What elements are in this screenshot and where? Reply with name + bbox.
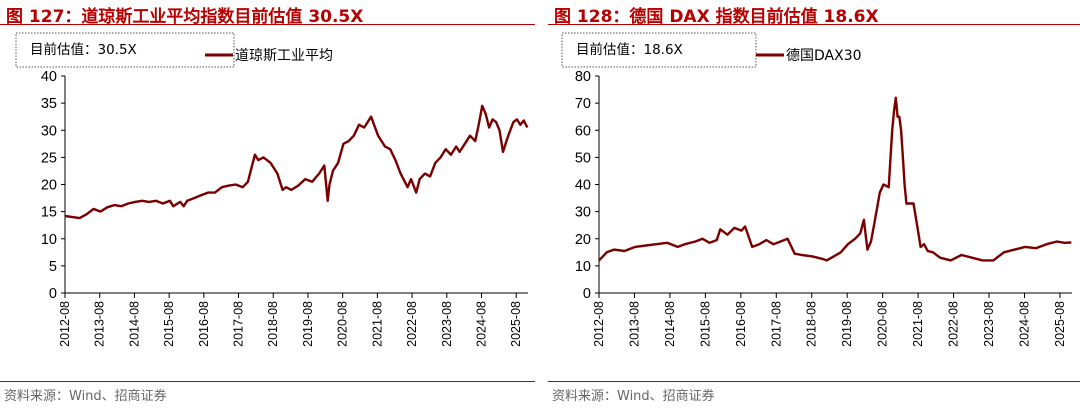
source-note: 资料来源：Wind、招商证券 (4, 389, 167, 404)
x-tick-label: 2013-08 (93, 301, 107, 347)
dax-line-chart: 0 10 20 30 40 50 60 70 80 2012-08 2013-08 2014-08 20… (561, 32, 1072, 347)
y-tick-label: 20 (41, 178, 57, 194)
x-tick-label: 2017-08 (232, 301, 246, 347)
y-tick-label: 15 (41, 205, 57, 221)
x-tick-label: 2016-08 (734, 301, 748, 347)
y-tick-label: 80 (575, 69, 591, 85)
x-tick-label: 2022-08 (405, 301, 419, 347)
annotation-box (561, 32, 757, 68)
chart-panel-dow: 图 127：道琼斯工业平均指数目前估值 30.5X 0 5 10 15 20 25 30 35… (0, 0, 535, 410)
chart-title: 图 128：德国 DAX 指数目前估值 18.6X (554, 7, 879, 27)
series-line (598, 96, 1072, 262)
y-tick-label: 20 (575, 232, 591, 248)
x-tick-label: 2018-08 (805, 301, 819, 347)
x-tick-label: 2023-08 (440, 301, 454, 347)
y-tick-label: 50 (575, 150, 591, 166)
footer-rule (548, 381, 1080, 382)
x-tick-label: 2015-08 (698, 301, 712, 347)
x-tick-label: 2020-08 (336, 301, 350, 347)
x-tick-label: 2025-08 (509, 301, 523, 347)
x-tick-label: 2012-08 (58, 301, 72, 347)
y-tick-label: 60 (575, 123, 591, 139)
x-tick-label: 2017-08 (769, 301, 783, 347)
x-tick-label: 2023-08 (982, 301, 996, 347)
x-tick-label: 2021-08 (911, 301, 925, 347)
footer-rule (0, 381, 535, 382)
y-tick-label: 0 (583, 286, 591, 302)
x-tick-label: 2024-08 (1017, 301, 1031, 347)
x-tick-label: 2015-08 (162, 301, 176, 347)
chart-title: 图 127：道琼斯工业平均指数目前估值 30.5X (6, 7, 364, 27)
x-tick-label: 2021-08 (370, 301, 384, 347)
x-tick-label: 2014-08 (663, 301, 677, 347)
y-tick-label: 30 (575, 205, 591, 221)
series-line (64, 104, 529, 220)
x-tick-label: 2022-08 (947, 301, 961, 347)
chart-panel-dax: 图 128：德国 DAX 指数目前估值 18.6X 0 10 20 30 40 50 60 7… (548, 0, 1080, 410)
x-tick-label: 2016-08 (197, 301, 211, 347)
y-tick-label: 10 (41, 232, 57, 248)
dow-line-chart: 0 5 10 15 20 25 30 35 40 2012-08 2013-08 2014-08 201… (15, 32, 529, 347)
title-rule (0, 24, 535, 25)
x-tick-label: 2018-08 (266, 301, 280, 347)
y-tick-label: 40 (41, 69, 57, 85)
annotation-text: 目前估值：18.6X (576, 41, 683, 58)
x-tick-label: 2012-08 (592, 301, 606, 347)
x-tick-label: 2020-08 (876, 301, 890, 347)
annotation-box (15, 32, 235, 68)
x-tick-label: 2013-08 (627, 301, 641, 347)
y-tick-label: 10 (575, 259, 591, 275)
x-tick-label: 2024-08 (474, 301, 488, 347)
title-rule (548, 24, 1080, 25)
x-tick-label: 2019-08 (840, 301, 854, 347)
y-tick-label: 70 (575, 96, 591, 112)
y-tick-label: 5 (49, 259, 57, 275)
legend-label: 道琼斯工业平均 (235, 48, 333, 64)
y-tick-label: 25 (41, 150, 57, 166)
x-tick-label: 2025-08 (1053, 301, 1067, 347)
source-note: 资料来源：Wind、招商证券 (552, 389, 715, 404)
x-tick-label: 2014-08 (127, 301, 141, 347)
y-tick-label: 35 (41, 96, 57, 112)
y-tick-label: 0 (49, 286, 57, 302)
annotation-text: 目前估值：30.5X (30, 41, 137, 58)
x-tick-label: 2019-08 (301, 301, 315, 347)
legend-label: 德国DAX30 (786, 48, 862, 64)
y-tick-label: 30 (41, 123, 57, 139)
y-tick-label: 40 (575, 178, 591, 194)
